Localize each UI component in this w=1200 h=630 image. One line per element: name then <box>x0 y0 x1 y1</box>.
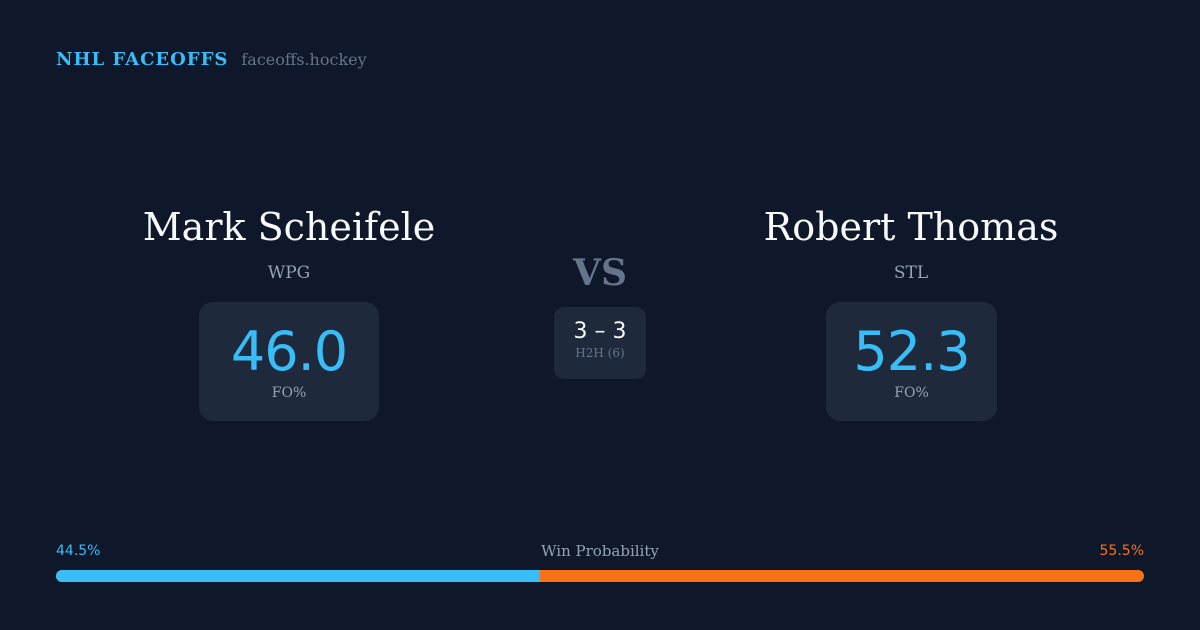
right-fo-card: 52.3 FO% <box>826 302 997 421</box>
right-player-team: STL <box>893 263 929 283</box>
right-win-prob: 55.5% <box>1099 543 1144 559</box>
right-fo-value: 52.3 <box>853 320 970 383</box>
left-fo-card: 46.0 FO% <box>199 302 379 421</box>
left-fo-value: 46.0 <box>230 320 348 383</box>
left-fo-label: FO% <box>271 385 307 401</box>
h2h-score: 3 – 3 <box>573 319 627 344</box>
right-fo-label: FO% <box>894 385 929 401</box>
right-player: Robert Thomas STL <box>661 205 1161 283</box>
right-player-name: Robert Thomas <box>763 205 1059 249</box>
brand-title: NHL FACEOFFS <box>56 49 229 70</box>
left-win-prob: 44.5% <box>56 543 101 559</box>
left-player-name: Mark Scheifele <box>142 205 436 249</box>
left-player-team: WPG <box>267 263 311 283</box>
left-player: Mark Scheifele WPG <box>39 205 539 283</box>
vs-label: VS <box>573 252 627 294</box>
brand-site: faceoffs.hockey <box>241 50 367 69</box>
brand: NHL FACEOFFS faceoffs.hockey <box>56 49 367 70</box>
win-prob-label: Win Probability <box>541 542 659 560</box>
h2h-label: H2H (6) <box>575 346 625 360</box>
win-prob-bar <box>56 570 1144 582</box>
win-prob-bar-left <box>56 570 541 582</box>
h2h-card: 3 – 3 H2H (6) <box>554 307 646 379</box>
